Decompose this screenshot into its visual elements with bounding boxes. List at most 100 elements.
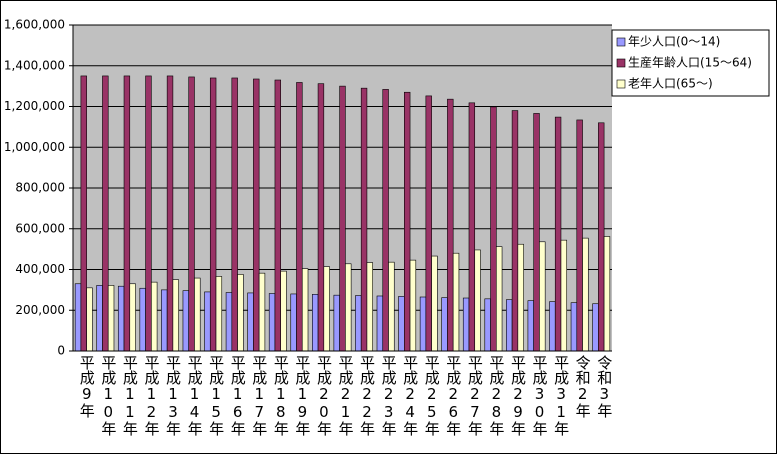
- bar: [517, 243, 524, 352]
- x-tick-label: 平成30年: [530, 355, 549, 436]
- x-tick-label: 平成13年: [164, 355, 183, 436]
- x-tick-label: 平成26年: [444, 355, 463, 436]
- x-tick-label: 平成25年: [422, 355, 441, 436]
- legend-swatch: [616, 58, 626, 68]
- bar: [549, 301, 556, 352]
- legend-box: [611, 29, 770, 97]
- bar: [419, 296, 427, 352]
- bar: [576, 119, 583, 352]
- y-tick-label: 800,000: [15, 181, 65, 195]
- bar: [447, 98, 454, 352]
- bar: [290, 293, 297, 352]
- bar: [355, 295, 362, 352]
- bar: [301, 268, 309, 352]
- bar: [598, 122, 605, 352]
- y-tick-label: 600,000: [15, 221, 65, 235]
- bar: [215, 276, 223, 352]
- x-tick-label: 平成16年: [228, 355, 247, 436]
- x-tick-label: 平成11年: [120, 355, 139, 436]
- bar: [452, 252, 460, 352]
- bar: [274, 79, 281, 352]
- bar: [80, 75, 87, 352]
- x-tick-label: 平成27年: [465, 355, 484, 436]
- bar: [231, 77, 238, 352]
- x-tick-label: 平成31年: [552, 355, 571, 436]
- bar: [360, 87, 368, 352]
- x-tick-label: 平成23年: [379, 355, 398, 436]
- bar: [409, 259, 417, 352]
- bar: [74, 283, 82, 352]
- x-tick-label: 平成18年: [271, 355, 290, 436]
- bar: [425, 95, 432, 352]
- bar: [86, 287, 93, 352]
- bar: [96, 285, 103, 352]
- x-tick-label: 平成14年: [185, 355, 204, 436]
- bar: [527, 300, 534, 352]
- bar: [317, 83, 325, 352]
- x-tick-label: 平成9年: [77, 355, 96, 418]
- bar: [345, 263, 352, 352]
- bar: [474, 249, 481, 352]
- x-tick-label: 平成22年: [358, 355, 377, 436]
- y-tick-label: 1,000,000: [4, 140, 65, 154]
- bar: [123, 75, 131, 352]
- bar: [145, 75, 152, 352]
- bar: [188, 76, 195, 352]
- bar: [570, 302, 578, 352]
- x-tick-label: 平成21年: [336, 355, 355, 436]
- bar: [312, 294, 319, 352]
- bar: [182, 290, 190, 352]
- bar: [107, 285, 115, 352]
- bar: [172, 279, 179, 352]
- x-tick-label: 平成17年: [250, 355, 269, 436]
- bar: [582, 237, 589, 352]
- y-tick-label: 1,600,000: [4, 18, 65, 32]
- bar: [268, 293, 276, 352]
- bar: [592, 303, 599, 352]
- bar: [339, 85, 346, 352]
- bar: [151, 281, 158, 352]
- bar: [166, 75, 174, 352]
- bar: [102, 75, 109, 352]
- bar: [209, 77, 217, 352]
- x-tick-label: 平成12年: [142, 355, 161, 436]
- bar: [484, 298, 491, 352]
- x-tick-label: 平成24年: [401, 355, 420, 436]
- bar: [253, 78, 260, 352]
- y-tick-label: 0: [57, 344, 65, 358]
- bar: [431, 255, 438, 352]
- legend-label: 年少人口(0～14): [628, 35, 720, 49]
- legend-label: 生産年齢人口(15～64): [628, 55, 752, 70]
- bar: [237, 274, 244, 352]
- legend-swatch: [616, 79, 626, 89]
- bar: [225, 292, 233, 352]
- bar: [139, 287, 146, 352]
- bar: [404, 91, 411, 352]
- x-tick-label: 平成29年: [508, 355, 527, 436]
- x-tick-label: 平成15年: [207, 355, 226, 436]
- bar: [280, 270, 287, 352]
- legend-label: 老年人口(65～): [628, 77, 713, 91]
- bar: [398, 296, 405, 352]
- bar: [441, 297, 448, 352]
- bar: [247, 292, 254, 352]
- bar: [462, 297, 470, 352]
- bar: [554, 116, 562, 352]
- bar: [533, 113, 540, 352]
- bar: [506, 299, 513, 352]
- bar: [194, 277, 201, 352]
- y-tick-label: 200,000: [15, 303, 65, 317]
- bar: [539, 241, 546, 352]
- bar: [117, 285, 125, 352]
- x-tick-label: 令和2年: [573, 355, 592, 418]
- legend-swatch: [616, 37, 626, 47]
- bar: [490, 106, 497, 352]
- y-tick-label: 400,000: [15, 262, 65, 276]
- bar: [366, 262, 373, 352]
- bar: [204, 291, 211, 352]
- x-tick-label: 平成20年: [314, 355, 333, 436]
- bar: [296, 82, 303, 352]
- bar: [333, 294, 340, 352]
